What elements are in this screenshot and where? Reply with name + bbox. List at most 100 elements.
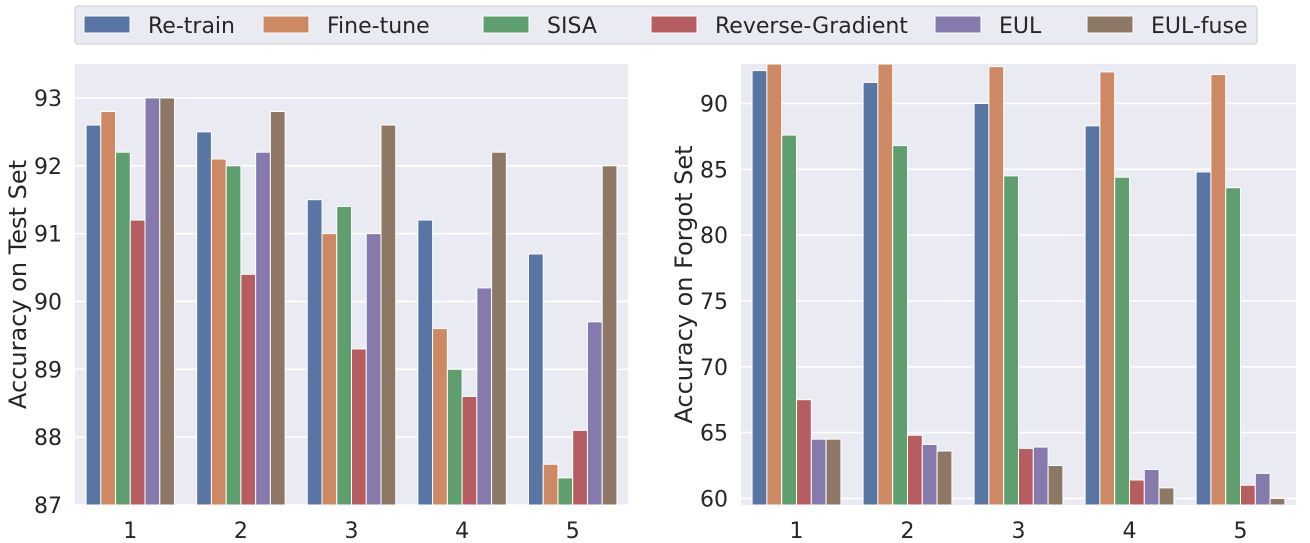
bar-eul-2 [921, 443, 938, 505]
bar-sisa-4 [446, 368, 463, 505]
bar-sisa-3 [336, 205, 352, 505]
bar-re-train-2 [862, 81, 879, 505]
bar-sisa-1 [115, 151, 131, 505]
bar-eul-1 [810, 438, 827, 505]
legend-swatch-sisa [482, 15, 530, 34]
x-tick-label: 4 [1123, 519, 1137, 543]
bar-reverse-gradient-2 [907, 434, 923, 505]
bar-fine-tune-2 [877, 64, 894, 505]
bar-eul-fuse-5 [1269, 497, 1286, 505]
bar-sisa-2 [892, 145, 909, 505]
y-tick-label: 90 [34, 290, 62, 315]
bar-eul-4 [1143, 468, 1160, 505]
bar-eul-4 [476, 287, 493, 505]
y-tick-label: 87 [34, 494, 62, 519]
x-tick-label: 2 [901, 519, 915, 543]
bar-re-train-5 [1195, 171, 1212, 505]
bar-re-train-3 [973, 102, 990, 505]
x-tick-label: 4 [455, 519, 469, 543]
bar-re-train-1 [751, 70, 768, 505]
bar-eul-fuse-4 [1158, 487, 1175, 505]
bar-fine-tune-3 [321, 233, 338, 505]
legend-label-eul: EUL [999, 14, 1042, 39]
legend-swatch-fine-tune [262, 15, 310, 34]
x-tick-label: 2 [234, 519, 248, 543]
legend-label-sisa: SISA [547, 14, 597, 39]
bar-reverse-gradient-3 [351, 348, 367, 505]
bar-sisa-4 [1114, 176, 1130, 505]
y-tick-label: 91 [34, 223, 62, 248]
bar-reverse-gradient-5 [572, 429, 588, 505]
bar-eul-fuse-3 [1047, 465, 1064, 505]
x-tick-label: 5 [566, 519, 580, 543]
bar-eul-fuse-1 [825, 438, 842, 505]
bar-eul-fuse-2 [269, 110, 286, 505]
bar-sisa-5 [557, 477, 574, 505]
bar-re-train-3 [306, 199, 323, 505]
y-axis-label: Accuracy on Test Set [4, 160, 32, 409]
bar-eul-fuse-3 [380, 124, 397, 505]
bar-re-train-2 [196, 131, 212, 505]
y-tick-label: 89 [34, 358, 62, 383]
bar-eul-5 [1254, 472, 1271, 505]
bar-re-train-1 [85, 124, 102, 505]
bar-fine-tune-4 [432, 328, 448, 505]
legend-swatch-eul-fuse [1086, 15, 1134, 34]
bar-re-train-5 [527, 253, 544, 505]
legend-swatch-eul [934, 15, 982, 34]
x-tick-label: 5 [1234, 519, 1248, 543]
y-tick-label: 92 [34, 155, 62, 180]
bar-reverse-gradient-1 [129, 219, 146, 505]
legend-label-re-train: Re-train [148, 14, 235, 39]
y-tick-label: 80 [700, 224, 728, 249]
bar-eul-3 [1032, 446, 1049, 505]
legend-label-reverse-gradient: Reverse-Gradient [715, 14, 908, 39]
bar-fine-tune-4 [1099, 71, 1116, 505]
bar-fine-tune-5 [542, 463, 559, 505]
legend: Re-train Fine-tune SISA Reverse-Gradient EUL… [74, 5, 1258, 45]
bar-eul-1 [144, 97, 161, 505]
y-tick-label: 93 [34, 87, 62, 112]
bar-fine-tune-1 [100, 110, 117, 505]
chart-test-set-accuracy: 87 88 89 90 91 92 93 Accuracy on Test Set 1 2 3 4 5 [4, 64, 628, 543]
x-tick-label: 3 [1012, 519, 1026, 543]
bar-reverse-gradient-3 [1018, 447, 1034, 505]
x-tick-label: 1 [790, 519, 804, 543]
bar-sisa-3 [1003, 175, 1020, 505]
bar-fine-tune-3 [988, 66, 1005, 505]
y-tick-label: 60 [700, 487, 728, 512]
y-tick-label: 90 [700, 92, 728, 117]
y-tick-label: 75 [700, 290, 728, 315]
bar-fine-tune-1 [766, 64, 783, 505]
bar-reverse-gradient-5 [1240, 484, 1256, 505]
bar-re-train-4 [417, 219, 434, 505]
bar-reverse-gradient-4 [461, 395, 478, 505]
bar-eul-fuse-1 [159, 97, 176, 505]
bar-sisa-2 [225, 165, 242, 505]
bar-eul-3 [365, 233, 382, 505]
bar-fine-tune-2 [210, 158, 227, 505]
bar-eul-fuse-4 [491, 151, 507, 505]
x-tick-label: 1 [123, 519, 137, 543]
bar-reverse-gradient-4 [1129, 479, 1145, 505]
bar-eul-fuse-2 [936, 450, 953, 505]
bar-sisa-1 [781, 134, 798, 505]
x-tick-label: 3 [345, 519, 359, 543]
legend-swatch-reverse-gradient [650, 15, 698, 34]
chart-forgot-set-accuracy: 60 65 70 75 80 85 90 Accuracy on Forgot Set 1 2 3 4… [670, 64, 1296, 543]
bar-eul-5 [586, 321, 603, 505]
y-axis-label: Accuracy on Forgot Set [670, 145, 698, 423]
bar-sisa-5 [1225, 187, 1241, 505]
bar-fine-tune-5 [1210, 74, 1227, 505]
y-tick-label: 85 [700, 158, 728, 183]
bars [751, 64, 1286, 505]
bar-reverse-gradient-1 [796, 399, 812, 505]
y-tick-label: 88 [34, 426, 62, 451]
bar-eul-2 [255, 151, 271, 505]
legend-label-eul-fuse: EUL-fuse [1151, 14, 1248, 39]
y-tick-label: 70 [700, 356, 728, 381]
legend-label-fine-tune: Fine-tune [327, 14, 430, 39]
bar-eul-fuse-5 [601, 165, 618, 505]
bar-re-train-4 [1084, 125, 1101, 505]
